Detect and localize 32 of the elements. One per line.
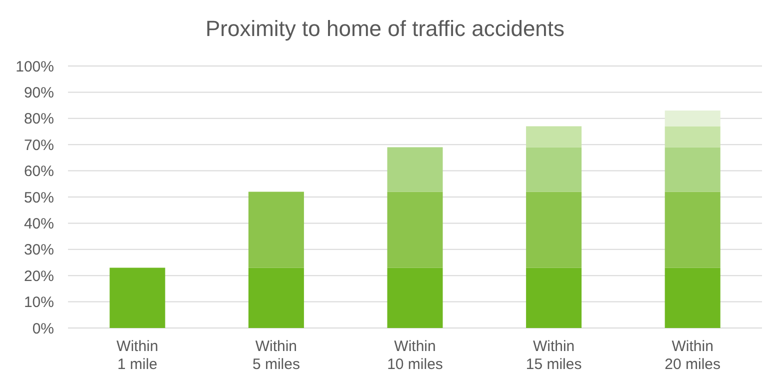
- x-tick-label: Within 15 miles: [526, 338, 582, 373]
- x-tick-label: Within 5 miles: [252, 338, 300, 373]
- y-tick-label: 50%: [24, 189, 54, 206]
- y-tick-label: 60%: [24, 163, 54, 180]
- y-tick-label: 90%: [24, 84, 54, 102]
- bar: [664, 110, 720, 126]
- bar: [664, 268, 720, 328]
- bar: [664, 147, 720, 192]
- y-tick-label: 40%: [24, 215, 54, 232]
- bar: [526, 126, 582, 148]
- bar: [387, 147, 443, 192]
- x-tick-label: Within 10 miles: [387, 338, 443, 373]
- y-tick-label: 0%: [32, 320, 54, 338]
- bar: [248, 268, 304, 328]
- y-tick-label: 70%: [24, 136, 54, 154]
- y-tick-label: 10%: [24, 294, 54, 312]
- bar: [526, 268, 582, 328]
- x-tick-label: Within 20 miles: [664, 338, 721, 373]
- bar: [248, 192, 304, 268]
- y-tick-label: 20%: [24, 268, 54, 285]
- y-tick-label: 80%: [24, 110, 54, 128]
- bar: [664, 192, 720, 268]
- x-tick-label: Within 1 mile: [116, 338, 158, 373]
- bar: [387, 192, 443, 268]
- y-tick-label: 30%: [24, 242, 54, 259]
- bar: [110, 268, 166, 328]
- bar: [387, 268, 443, 328]
- y-tick-label: 100%: [16, 58, 54, 76]
- bar: [526, 192, 582, 268]
- chart-title: Proximity to home of traffic accidents: [205, 16, 565, 41]
- bar: [526, 147, 582, 192]
- bar: [664, 126, 720, 148]
